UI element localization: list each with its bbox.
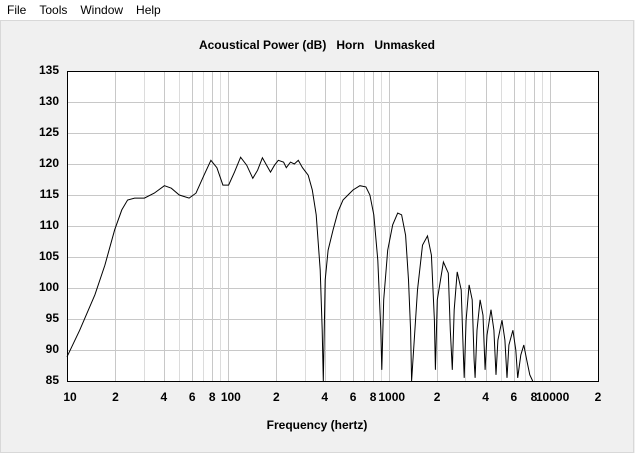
response-curve	[66, 156, 534, 382]
menu-bar: File Tools Window Help	[0, 0, 635, 20]
x-axis-title: Frequency (hertz)	[267, 418, 368, 432]
plot-border	[67, 71, 599, 382]
x-tick-label: 8	[531, 390, 538, 404]
menu-item[interactable]: Tools	[39, 3, 68, 17]
y-tick-label: 85	[46, 373, 60, 387]
y-tick-label: 105	[39, 249, 59, 263]
chart-title: Acoustical Power (dB) Horn Unmasked	[199, 38, 435, 52]
chart: Acoustical Power (dB) Horn Unmasked Freq…	[0, 20, 634, 453]
x-tick-label: 4	[161, 390, 168, 404]
x-tick-label: 4	[482, 390, 489, 404]
x-tick-label: 10	[63, 390, 77, 404]
x-tick-label: 6	[350, 390, 357, 404]
x-tick-label: 10000	[536, 390, 570, 404]
y-tick-label: 130	[39, 94, 59, 108]
x-tick-label: 8	[370, 390, 377, 404]
x-tick-label: 8	[209, 390, 216, 404]
x-tick-label: 2	[112, 390, 119, 404]
y-tick-label: 115	[40, 187, 60, 201]
y-tick-label: 100	[39, 280, 59, 294]
x-tick-label: 2	[273, 390, 280, 404]
y-tick-label: 110	[40, 218, 60, 232]
y-tick-label: 135	[39, 63, 59, 77]
menu-item[interactable]: File	[7, 3, 27, 17]
x-tick-label: 2	[434, 390, 441, 404]
y-tick-label: 120	[39, 156, 59, 170]
x-tick-label: 6	[511, 390, 518, 404]
y-tick-label: 90	[46, 342, 60, 356]
menu-item[interactable]: Help	[136, 3, 161, 17]
y-tick-label: 125	[39, 125, 59, 139]
menu-item[interactable]: Window	[80, 3, 124, 17]
x-tick-label: 6	[189, 390, 196, 404]
x-tick-label: 2	[595, 390, 602, 404]
x-tick-label: 100	[221, 390, 241, 404]
y-tick-label: 95	[46, 311, 60, 325]
x-tick-label: 1000	[378, 390, 405, 404]
x-tick-label: 4	[321, 390, 328, 404]
